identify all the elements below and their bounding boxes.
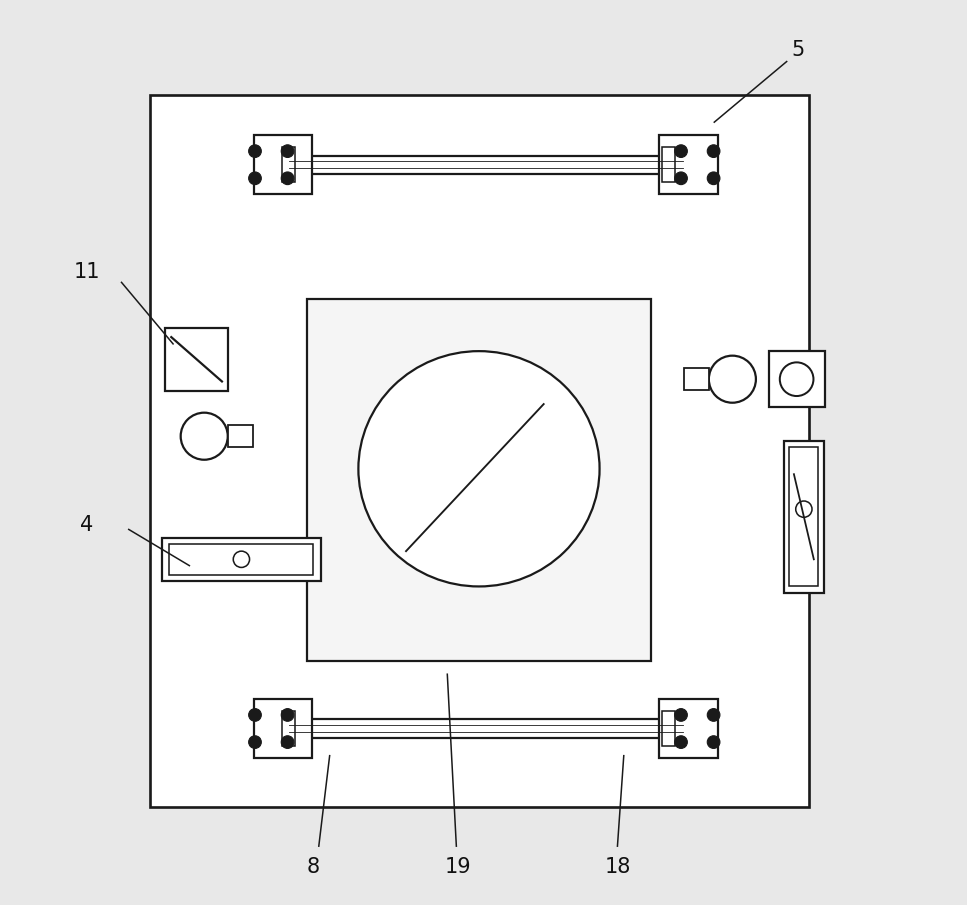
Bar xyxy=(289,156,683,174)
Text: 11: 11 xyxy=(73,262,101,281)
Bar xyxy=(684,368,709,390)
Bar xyxy=(659,135,718,195)
Circle shape xyxy=(233,551,249,567)
Bar xyxy=(769,351,825,407)
Circle shape xyxy=(796,501,812,518)
Circle shape xyxy=(675,172,688,185)
Bar xyxy=(308,299,651,661)
Bar xyxy=(228,425,253,447)
Bar xyxy=(784,441,824,593)
Bar xyxy=(165,328,228,391)
Ellipse shape xyxy=(359,351,600,586)
Bar xyxy=(662,147,675,183)
Circle shape xyxy=(249,145,261,157)
Bar xyxy=(281,711,295,746)
Circle shape xyxy=(281,736,294,748)
Text: 4: 4 xyxy=(80,515,94,535)
Bar xyxy=(289,719,683,738)
Circle shape xyxy=(707,709,719,721)
Bar xyxy=(662,711,675,746)
Circle shape xyxy=(675,145,688,157)
Bar xyxy=(789,447,818,586)
Circle shape xyxy=(281,145,294,157)
Text: 8: 8 xyxy=(307,857,320,877)
Text: 5: 5 xyxy=(792,40,806,60)
Circle shape xyxy=(249,172,261,185)
Bar xyxy=(162,538,321,581)
Circle shape xyxy=(281,172,294,185)
Text: 18: 18 xyxy=(604,857,630,877)
Bar xyxy=(169,544,313,575)
Bar xyxy=(253,699,312,758)
Circle shape xyxy=(675,709,688,721)
Circle shape xyxy=(249,709,261,721)
Circle shape xyxy=(709,356,756,403)
Circle shape xyxy=(181,413,228,460)
Circle shape xyxy=(707,736,719,748)
Text: 19: 19 xyxy=(445,857,472,877)
Circle shape xyxy=(707,172,719,185)
Circle shape xyxy=(675,736,688,748)
Circle shape xyxy=(281,709,294,721)
Circle shape xyxy=(779,362,813,396)
Bar xyxy=(659,699,718,758)
Bar xyxy=(151,95,809,807)
Bar xyxy=(281,147,295,183)
Circle shape xyxy=(249,736,261,748)
Circle shape xyxy=(707,145,719,157)
Bar xyxy=(253,135,312,195)
